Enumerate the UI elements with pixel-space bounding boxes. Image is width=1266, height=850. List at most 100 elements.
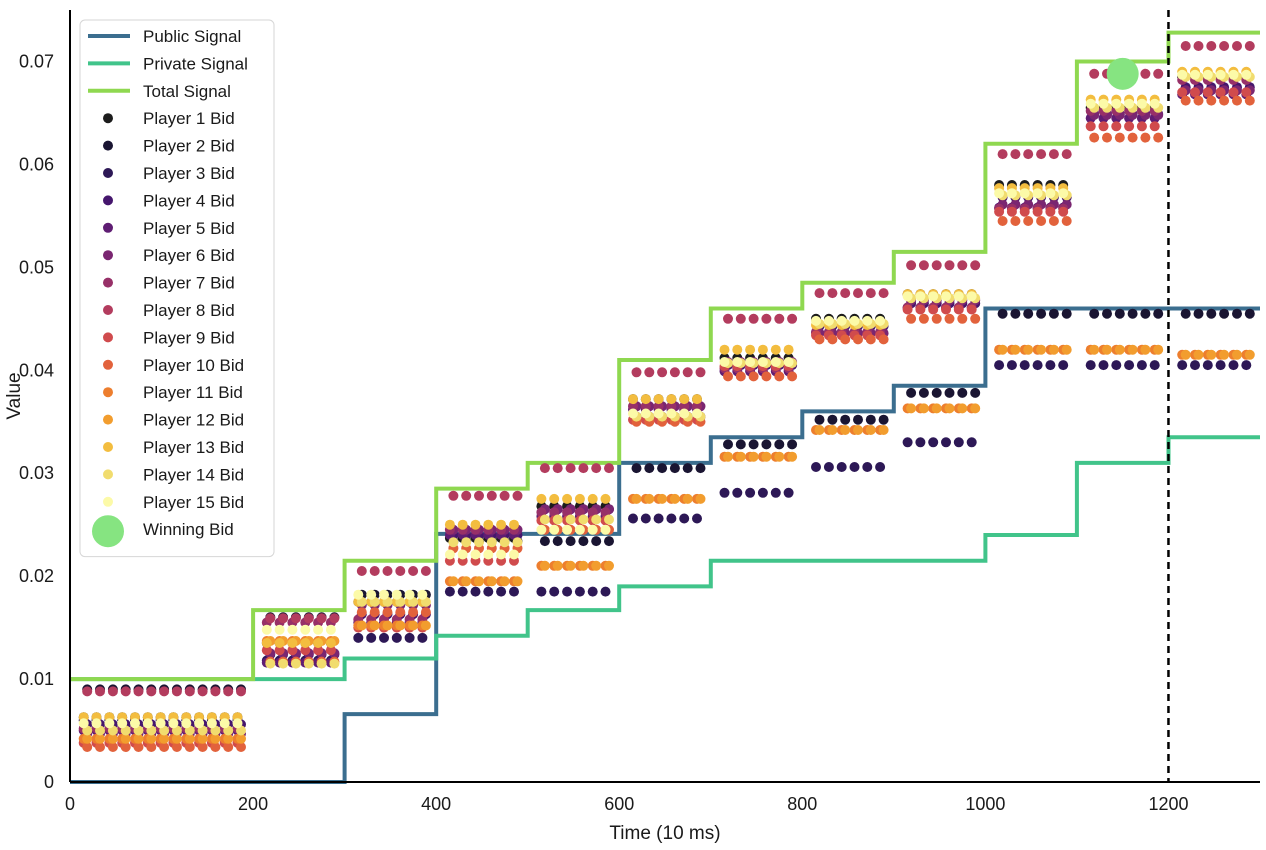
bid-point-player-2 xyxy=(853,414,863,425)
bid-point-player-13 xyxy=(719,344,730,355)
bid-point-player-2 xyxy=(906,387,917,398)
bid-point-player-8 xyxy=(499,490,510,501)
bid-point-player-10 xyxy=(827,334,838,345)
legend-dot-swatch xyxy=(103,277,113,288)
bid-point-player-3 xyxy=(379,632,389,643)
bid-point-player-15 xyxy=(300,624,311,635)
bid-point-player-14 xyxy=(265,658,276,669)
y-tick-label: 0.02 xyxy=(19,566,54,586)
bid-point-player-13 xyxy=(770,344,781,355)
bid-point-player-12 xyxy=(369,620,380,631)
bid-point-player-8 xyxy=(1036,149,1047,160)
bid-point-player-12 xyxy=(1232,349,1242,360)
bid-point-player-3 xyxy=(1136,360,1147,371)
bid-point-player-10 xyxy=(382,607,393,618)
bid-point-player-3 xyxy=(732,487,743,498)
bid-point-player-13 xyxy=(692,394,702,405)
legend-label: Player 10 Bid xyxy=(143,356,244,375)
bid-point-player-10 xyxy=(840,334,851,345)
bid-point-player-8 xyxy=(95,686,105,697)
bid-point-player-8 xyxy=(303,613,314,624)
bid-point-player-10 xyxy=(957,313,968,324)
bid-point-player-15 xyxy=(549,524,560,535)
bid-point-player-3 xyxy=(1202,360,1213,371)
bid-point-player-10 xyxy=(1048,216,1059,226)
bid-point-player-12 xyxy=(669,493,680,504)
bid-point-player-10 xyxy=(1206,95,1217,106)
bid-point-player-7 xyxy=(628,401,638,412)
bid-point-player-15 xyxy=(470,549,481,560)
bid-point-player-12 xyxy=(552,560,563,571)
bid-point-player-15 xyxy=(1149,98,1160,109)
bid-point-player-12 xyxy=(918,403,929,414)
bid-point-player-10 xyxy=(223,742,234,752)
bid-point-player-15 xyxy=(574,524,585,535)
bid-point-player-3 xyxy=(941,437,951,448)
bid-point-player-8 xyxy=(461,490,472,501)
bid-point-player-10 xyxy=(133,742,144,752)
bid-point-player-12 xyxy=(382,620,393,631)
bid-point-player-9 xyxy=(1190,87,1200,98)
bid-point-player-9 xyxy=(966,304,977,315)
bid-point-player-15 xyxy=(483,549,494,560)
bid-point-player-12 xyxy=(408,620,419,631)
bid-point-player-3 xyxy=(1228,360,1239,371)
x-axis-label: Time (10 ms) xyxy=(609,823,720,844)
bid-point-player-15 xyxy=(313,624,324,635)
bid-point-player-9 xyxy=(1241,87,1252,98)
bid-point-player-12 xyxy=(210,733,221,744)
bid-point-player-15 xyxy=(1032,188,1043,199)
bid-point-player-12 xyxy=(1219,349,1230,360)
bid-point-player-14 xyxy=(303,658,314,669)
bid-point-player-14 xyxy=(578,514,589,525)
bid-point-player-15 xyxy=(287,624,298,635)
bid-point-player-2 xyxy=(787,439,798,450)
y-tick-label: 0.06 xyxy=(19,154,54,174)
bid-point-player-9 xyxy=(313,645,324,656)
bid-point-player-12 xyxy=(1127,344,1138,355)
bid-point-player-8 xyxy=(1023,149,1034,160)
bid-point-player-2 xyxy=(1010,308,1021,319)
bid-point-player-15 xyxy=(1136,98,1147,109)
bid-point-player-3 xyxy=(1190,360,1200,371)
bid-point-player-8 xyxy=(539,463,550,474)
bid-point-player-3 xyxy=(457,586,468,597)
bid-point-player-13 xyxy=(757,344,768,355)
bid-point-player-3 xyxy=(1124,360,1135,371)
bid-point-player-3 xyxy=(875,462,886,472)
bid-point-player-10 xyxy=(408,607,419,618)
bid-point-player-14 xyxy=(316,658,327,669)
bid-point-player-15 xyxy=(928,291,939,302)
bid-point-player-10 xyxy=(120,742,131,752)
bid-point-player-3 xyxy=(1045,360,1056,371)
bid-point-player-9 xyxy=(325,645,336,656)
legend-label: Player 9 Bid xyxy=(143,328,235,347)
bid-point-player-9 xyxy=(1177,87,1188,98)
bid-point-player-2 xyxy=(918,387,929,398)
bid-point-player-12 xyxy=(448,576,459,587)
bid-point-player-12 xyxy=(1061,344,1072,355)
legend-dot-swatch xyxy=(103,250,113,261)
bid-point-player-10 xyxy=(1127,132,1138,143)
bid-point-player-9 xyxy=(1136,121,1147,132)
bid-point-player-9 xyxy=(1019,206,1030,217)
bid-point-player-3 xyxy=(811,462,821,472)
bid-point-player-8 xyxy=(906,260,917,271)
bid-point-player-10 xyxy=(1036,216,1047,226)
bid-point-player-13 xyxy=(509,519,519,530)
bid-point-player-14 xyxy=(461,537,472,548)
bid-point-player-9 xyxy=(1098,121,1109,132)
bid-point-player-12 xyxy=(1048,344,1059,355)
bid-point-player-9 xyxy=(1202,87,1213,98)
bid-point-player-12 xyxy=(1206,349,1217,360)
bid-point-player-15 xyxy=(1124,98,1135,109)
bid-point-player-2 xyxy=(1048,308,1059,319)
bid-point-player-10 xyxy=(356,607,367,618)
bid-point-player-8 xyxy=(787,313,798,324)
bid-point-player-15 xyxy=(142,718,153,729)
bid-point-player-10 xyxy=(918,313,929,324)
bid-point-player-12 xyxy=(1153,344,1164,355)
bid-point-player-15 xyxy=(1111,98,1122,109)
bid-point-player-8 xyxy=(184,686,195,697)
bid-point-player-13 xyxy=(653,394,664,405)
